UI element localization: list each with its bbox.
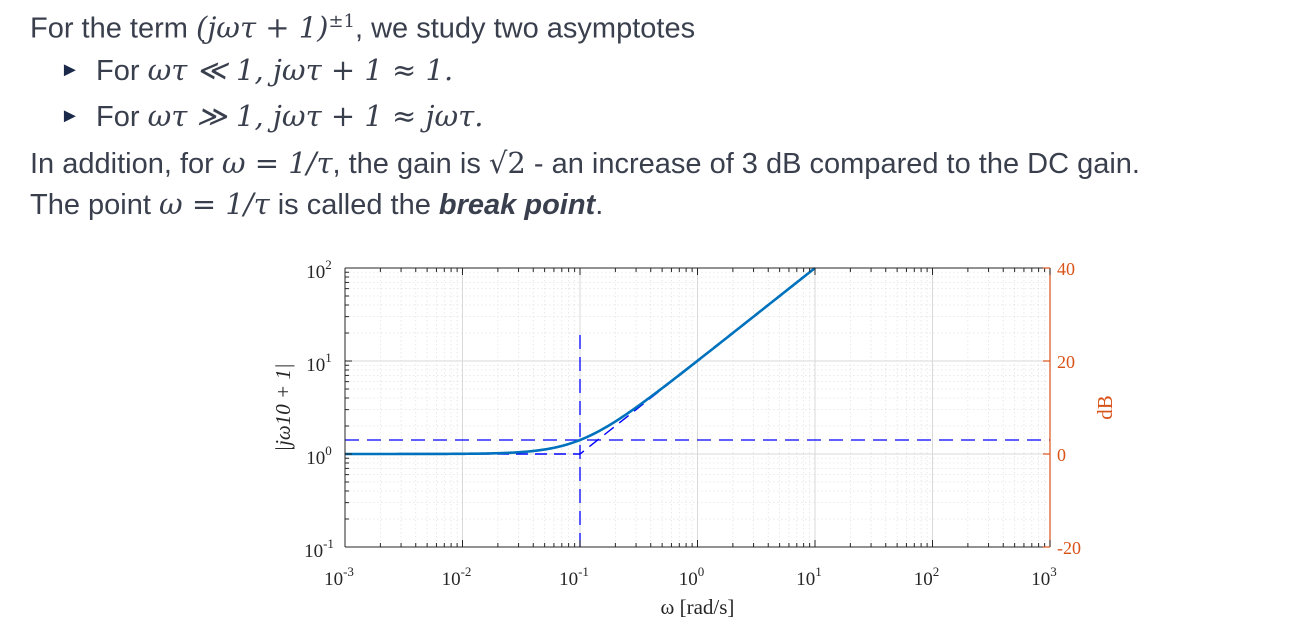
db-tick-label: 0 [1057, 445, 1066, 465]
x-tick-label: 10-3 [324, 564, 354, 590]
y-tick-label: 100 [306, 443, 332, 469]
break-point-text-c: . [595, 189, 604, 221]
bullet-1-text: For [96, 55, 148, 87]
break-point-text-a: The point [30, 189, 159, 221]
x-tick-label: 101 [796, 564, 822, 590]
addition-text-c: - an increase of 3 dB compared to the DC… [525, 148, 1140, 180]
magnitude-curve [345, 266, 816, 456]
intro-expression: (jωτ + 1) [196, 10, 329, 45]
x-tick-label: 103 [1031, 564, 1057, 590]
break-point-text-b: is called the [269, 189, 439, 221]
plot-axes [344, 267, 1051, 548]
y-tick-label: 102 [306, 257, 332, 283]
bullet-2: For ωτ ≫ 1, jωτ + 1 ≈ jωτ. [96, 98, 483, 135]
y-tick-label: 10-1 [304, 536, 334, 562]
bullet-1-marker: ► [60, 59, 80, 81]
addition-expression: ω = 1/τ [221, 146, 333, 180]
bullet-1-expression: ωτ ≪ 1, jωτ + 1 ≈ 1. [147, 53, 454, 87]
axis-labels: 10-3 10-2 10-1 100 101 102 103 10-1 100 101 102 -20… [271, 257, 1117, 619]
x-tick-label: 100 [679, 564, 705, 590]
bullet-1: For ωτ ≪ 1, jωτ + 1 ≈ 1. [96, 52, 453, 89]
x-tick-label: 102 [914, 564, 940, 590]
x-axis-title: ω [rad/s] [661, 595, 735, 619]
bullet-2-expression: ωτ ≫ 1, jωτ + 1 ≈ jωτ. [147, 99, 484, 133]
bullet-2-marker: ► [60, 105, 80, 127]
db-tick-label: 20 [1057, 352, 1075, 372]
addition-text-b: , the gain is [332, 148, 489, 180]
addition-text-a: In addition, for [30, 148, 222, 180]
addition-line: In addition, for ω = 1/τ, the gain is √2… [30, 145, 1140, 182]
y-tick-label: 101 [306, 350, 332, 376]
x-tick-label: 10-2 [442, 564, 472, 590]
right-y-axis-title: dB [1093, 395, 1117, 420]
break-point-expression: ω = 1/τ [158, 187, 270, 221]
intro-text-a: For the term [30, 12, 196, 45]
db-tick-label: -20 [1057, 538, 1081, 558]
intro-exponent: ±1 [328, 11, 356, 32]
break-point-line: The point ω = 1/τ is called the break po… [30, 186, 603, 223]
break-point-guides [345, 335, 1050, 547]
x-tick-label: 10-1 [559, 564, 589, 590]
intro-text-b: , we study two asymptotes [355, 12, 696, 45]
bullet-2-text: For [96, 101, 148, 133]
left-y-axis-title: |jω10 + 1| [271, 363, 295, 451]
db-tick-label: 40 [1057, 259, 1075, 279]
magnitude-series [345, 266, 816, 456]
sqrt-two: √2 [488, 146, 526, 180]
break-point-term: break point [438, 189, 596, 221]
intro-line: For the term (jωτ + 1)±1, we study two a… [30, 4, 695, 47]
